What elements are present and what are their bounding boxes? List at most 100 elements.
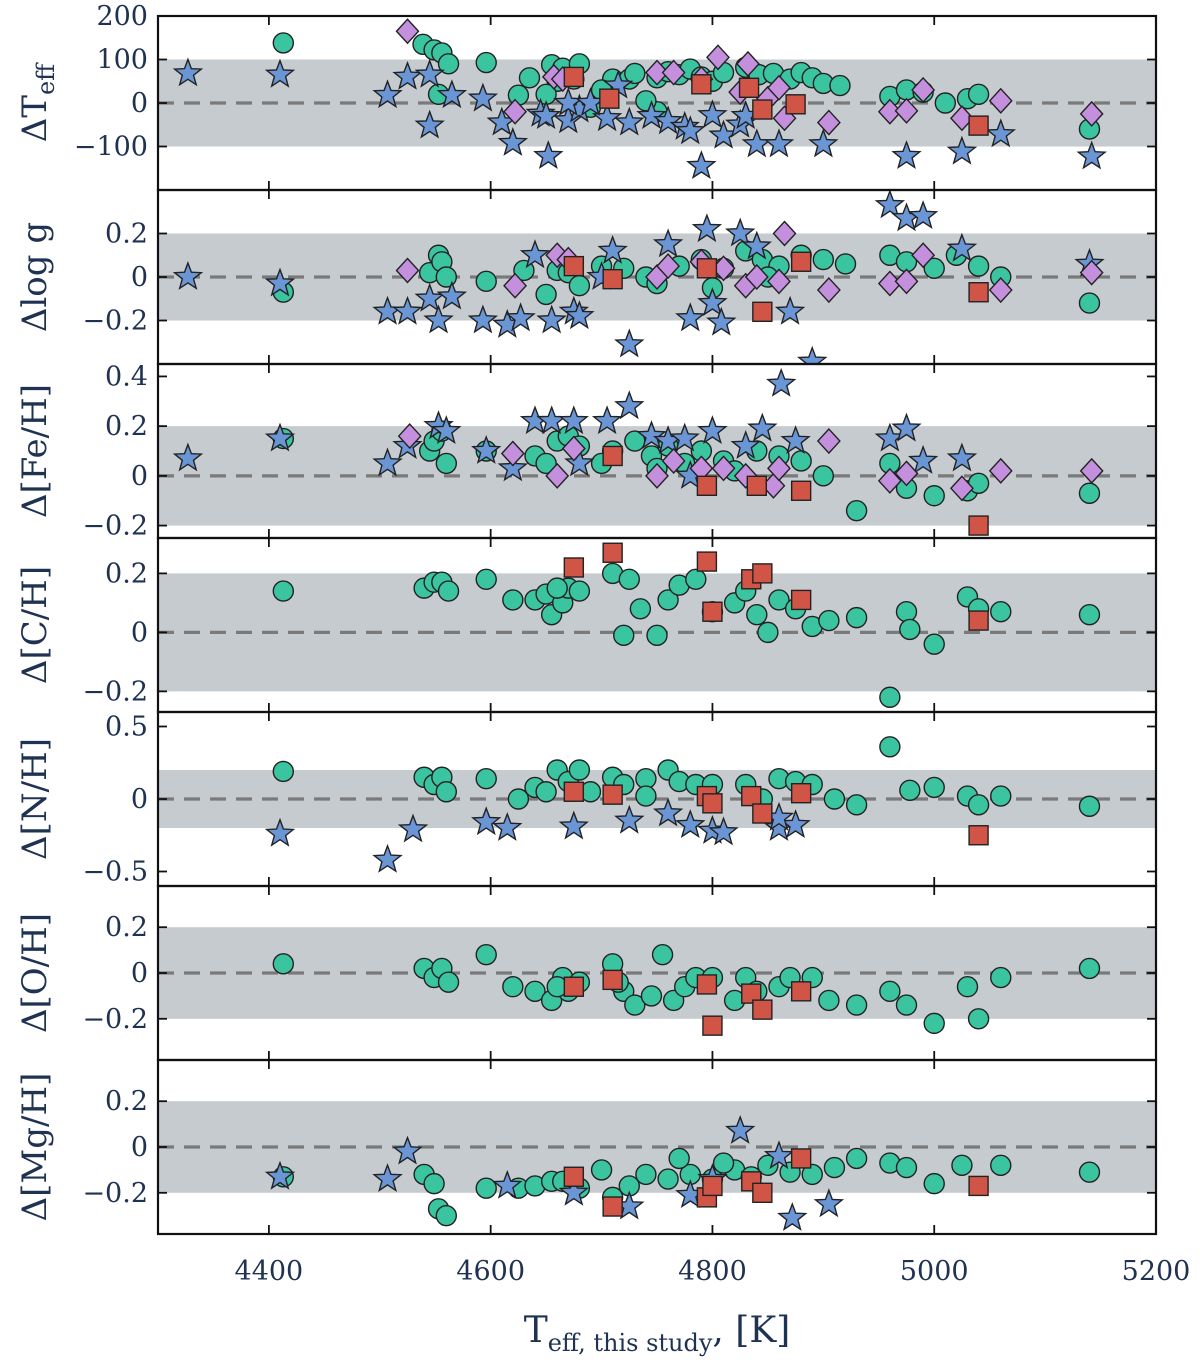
circle-point [646,624,668,647]
square-point [752,301,773,322]
circle-point [475,943,497,966]
star-point [591,405,623,435]
square-point [968,1175,989,1197]
star-point [467,82,499,112]
square-point [790,480,812,501]
star-point [747,412,778,442]
star-point [492,812,523,841]
diamond-point [949,475,974,502]
points-nh [264,736,1101,873]
circle-point [829,74,851,97]
star-point [172,261,204,290]
ylabel-sub: eff [32,62,60,95]
circle-point [712,1152,735,1174]
circle-point [1078,795,1101,817]
square-point [702,793,723,814]
diamond-point [894,97,919,124]
ytick-label: 100 [96,45,148,76]
star-point [392,1135,423,1165]
ytick-label: 0 [131,958,148,989]
points-logg [172,190,1105,364]
star-point [652,228,684,258]
star-point [813,1188,845,1218]
star-point [636,99,667,130]
xtick-label: 5200 [1122,1256,1191,1287]
circle-point [640,985,663,1007]
diamond-point [645,462,669,489]
diamond-point [706,44,730,71]
circle-point [1078,603,1101,626]
ylabel-mgh: Δ[Mg/H] [15,1073,55,1222]
circle-point [437,53,460,75]
ylabel-prefix: Δ [15,118,55,143]
xtick-label: 5000 [900,1256,969,1287]
star-point [725,217,756,247]
square-point [602,445,623,467]
ytick-label: 0.4 [105,361,148,392]
star-point [423,304,454,334]
circle-point [568,759,591,781]
points-oh [272,943,1101,1036]
diamond-point [656,253,681,280]
square-point [968,825,989,846]
panel-feh: 0.4 0.2 0 −0.2 Δ[Fe/H] [15,361,1158,542]
star-point [669,422,700,452]
circle-point [967,1008,990,1030]
circle-point [823,1156,846,1179]
star-point [372,843,403,873]
diamond-point [500,440,525,467]
ylabel-prefix: Δ [15,835,55,860]
square-point [563,1166,585,1187]
diamond-point [877,98,902,125]
diamond-point [767,455,791,482]
circle-point [845,1147,868,1170]
circle-point [435,1204,458,1227]
ylabel-text: [Mg/H] [15,1073,55,1197]
ylabel-prefix: Δ [15,308,55,333]
ytick-label: 0.2 [105,912,148,943]
ytick-label: −0.2 [82,1178,148,1209]
x-axis: 4400 4600 4800 5000 5200 Teff, this study, [K… [235,1256,1191,1357]
star-point [564,300,595,330]
star-point [431,415,462,445]
circle-point [651,943,674,966]
circle-point [535,781,557,803]
star-point [675,302,706,332]
square-point [563,557,585,578]
star-point [697,415,728,445]
circle-point [923,633,945,655]
square-point [741,983,762,1004]
square-point [563,66,585,88]
panel-ch: 0.2 0 −0.2 Δ[C/H] [15,536,1158,714]
panel-nh: 0.5 0 −0.5 Δ[N/H] [15,710,1158,888]
ylabel-text: T [15,95,55,118]
square-point [741,785,762,807]
star-point [397,813,429,843]
diamond-point [661,59,686,86]
circle-point [668,1147,690,1170]
diamond-point [503,98,528,125]
square-point [563,781,585,802]
star-point [172,442,204,472]
ytick-label: −0.2 [82,511,148,542]
square-point [602,784,623,805]
ytick-label: −0.2 [82,1004,148,1035]
circle-point [546,577,568,599]
points-ch [272,542,1101,708]
ytick-label: 0 [131,461,148,492]
ylabel-logg: Δlog g [15,222,55,332]
ylabel-text: [C/H] [15,566,55,660]
ylabel-prefix: Δ [15,493,55,518]
diamond-point [988,87,1013,114]
star-point [774,295,806,325]
circle-point [879,686,901,708]
circle-point [657,1168,679,1190]
diamond-point [949,105,974,132]
circle-point [272,580,295,602]
star-point [725,1115,756,1144]
circle-point [437,580,460,602]
star-point [1076,140,1107,170]
star-point [264,817,296,847]
circle-point [812,465,835,487]
xlabel-unit: , [K] [712,1310,790,1351]
